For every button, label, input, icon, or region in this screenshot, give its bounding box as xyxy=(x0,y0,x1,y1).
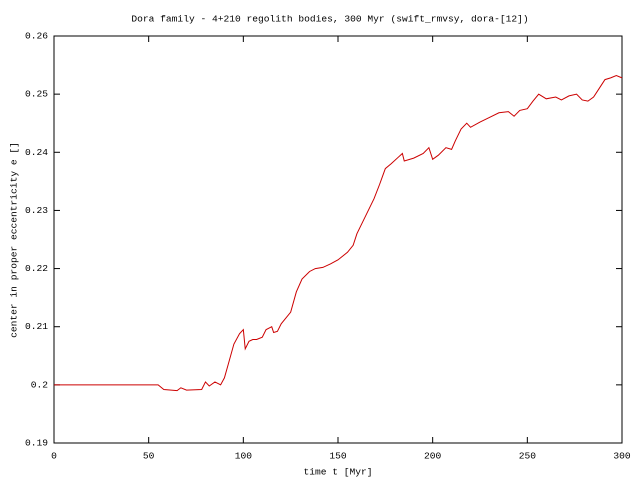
y-tick-label: 0.24 xyxy=(25,147,48,158)
x-tick-label: 0 xyxy=(51,451,57,462)
x-tick-label: 100 xyxy=(235,451,253,462)
y-tick-label: 0.26 xyxy=(25,31,48,42)
y-tick-label: 0.25 xyxy=(25,89,48,100)
x-tick-label: 300 xyxy=(613,451,631,462)
y-axis-label: center in proper eccentricity e [] xyxy=(9,142,20,338)
chart-title: Dora family - 4+210 regolith bodies, 300… xyxy=(131,14,528,25)
x-tick-label: 50 xyxy=(143,451,155,462)
y-tick-label: 0.19 xyxy=(25,438,48,449)
y-tick-label: 0.21 xyxy=(25,321,48,332)
y-tick-label: 0.23 xyxy=(25,205,48,216)
x-tick-label: 250 xyxy=(519,451,537,462)
y-tick-label: 0.22 xyxy=(25,263,48,274)
data-line xyxy=(54,74,623,392)
x-axis-label: time t [Myr] xyxy=(303,467,372,478)
x-tick-label: 150 xyxy=(329,451,347,462)
x-tick-label: 200 xyxy=(424,451,442,462)
y-tick-label: 0.2 xyxy=(31,379,49,390)
